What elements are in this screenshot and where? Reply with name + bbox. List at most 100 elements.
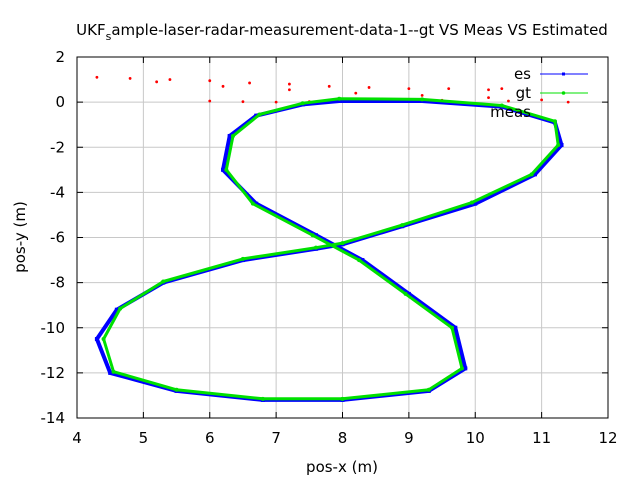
point-es bbox=[453, 325, 458, 330]
plot-frame bbox=[76, 56, 609, 419]
point-gt bbox=[310, 233, 315, 238]
point-meas bbox=[367, 86, 371, 89]
point-meas bbox=[500, 87, 504, 90]
point-gt bbox=[340, 396, 345, 401]
legend-marker-es bbox=[562, 72, 565, 76]
point-gt bbox=[260, 396, 265, 401]
point-gt bbox=[499, 103, 504, 108]
y-tick-label: -8 bbox=[50, 274, 65, 292]
x-tick-label: 11 bbox=[532, 429, 551, 447]
point-meas bbox=[327, 84, 331, 88]
point-meas bbox=[566, 100, 570, 104]
chart-title-part-2: ample-laser-radar-measurement-data-1--gt… bbox=[111, 21, 607, 39]
point-gt bbox=[450, 325, 455, 330]
point-meas bbox=[208, 79, 212, 83]
y-tick-label: -10 bbox=[41, 319, 66, 337]
legend-label-es: es bbox=[514, 65, 531, 83]
legend-label-meas: meas bbox=[490, 103, 531, 121]
point-meas bbox=[208, 99, 212, 103]
point-gt bbox=[529, 172, 534, 177]
tick-layer: 4 5 6 7 8 9 10 11 12 2 0 -2 -4 -6 -8 -10 -12 -14 bbox=[41, 48, 618, 447]
y-tick-label: -12 bbox=[41, 364, 66, 382]
point-gt bbox=[357, 258, 362, 263]
x-tick-label: 5 bbox=[139, 429, 149, 447]
point-gt bbox=[174, 387, 179, 392]
legend-label-gt: gt bbox=[516, 84, 532, 102]
x-tick-label: 12 bbox=[598, 429, 617, 447]
point-es bbox=[406, 291, 411, 296]
y-tick-label: 0 bbox=[55, 93, 65, 111]
point-meas bbox=[288, 88, 291, 92]
x-tick-label: 10 bbox=[466, 429, 485, 447]
point-meas bbox=[540, 98, 544, 102]
point-meas bbox=[407, 87, 411, 90]
y-tick-label: 2 bbox=[55, 48, 65, 66]
point-gt bbox=[420, 97, 425, 102]
point-es bbox=[221, 167, 226, 172]
x-tick-label: 7 bbox=[271, 429, 281, 447]
point-gt bbox=[552, 119, 557, 124]
x-tick-label: 6 bbox=[205, 429, 215, 447]
point-meas bbox=[507, 99, 510, 103]
x-tick-label: 8 bbox=[338, 429, 348, 447]
point-gt bbox=[459, 366, 464, 371]
point-meas bbox=[487, 96, 490, 100]
point-meas bbox=[487, 88, 490, 92]
point-meas bbox=[288, 82, 291, 86]
data-layer bbox=[94, 75, 570, 402]
y-tick-label: -2 bbox=[50, 138, 65, 156]
point-gt bbox=[337, 96, 342, 101]
legend: es gt meas bbox=[490, 65, 588, 121]
point-es bbox=[337, 98, 342, 103]
point-gt bbox=[111, 369, 116, 374]
chart-title-subscript: s bbox=[106, 30, 112, 43]
point-gt bbox=[240, 256, 245, 261]
point-gt bbox=[300, 101, 305, 106]
point-gt bbox=[426, 387, 431, 392]
point-meas bbox=[95, 75, 99, 79]
point-gt bbox=[257, 112, 262, 117]
point-es bbox=[473, 201, 478, 206]
point-es bbox=[108, 370, 113, 375]
point-meas bbox=[420, 93, 424, 97]
point-gt bbox=[340, 241, 345, 246]
point-meas bbox=[447, 87, 451, 90]
series-es bbox=[94, 98, 564, 402]
y-axis-label: pos-y (m) bbox=[11, 201, 29, 273]
series-line-es bbox=[94, 99, 564, 402]
point-gt bbox=[313, 245, 318, 250]
point-meas bbox=[354, 91, 358, 95]
point-meas bbox=[221, 84, 225, 88]
y-tick-label: -6 bbox=[50, 229, 65, 247]
chart-title-part-1: UKF bbox=[76, 21, 105, 39]
point-gt bbox=[469, 200, 474, 205]
point-gt bbox=[250, 201, 255, 206]
series-gt bbox=[101, 96, 561, 401]
point-gt bbox=[403, 291, 408, 296]
point-gt bbox=[161, 279, 166, 284]
series-meas bbox=[95, 75, 570, 402]
point-es bbox=[313, 233, 318, 238]
point-es bbox=[463, 366, 468, 371]
point-es bbox=[559, 142, 564, 147]
point-es bbox=[114, 307, 119, 312]
x-tick-label: 4 bbox=[72, 429, 82, 447]
point-meas bbox=[248, 81, 251, 85]
legend-marker-gt bbox=[561, 91, 566, 95]
point-meas bbox=[128, 77, 132, 80]
point-es bbox=[227, 133, 232, 138]
point-meas bbox=[274, 100, 278, 104]
point-gt bbox=[224, 167, 229, 172]
series-line-gt bbox=[102, 97, 560, 401]
y-tick-label: -14 bbox=[41, 409, 66, 427]
point-gt bbox=[400, 223, 405, 228]
point-meas bbox=[241, 100, 245, 104]
point-gt bbox=[556, 142, 561, 147]
chart-title: UKFsample-laser-radar-measurement-data-1… bbox=[76, 21, 608, 43]
point-es bbox=[254, 201, 259, 206]
x-axis-label: pos-x (m) bbox=[306, 458, 378, 476]
point-meas bbox=[168, 78, 172, 81]
point-es bbox=[360, 258, 365, 263]
point-es bbox=[532, 172, 537, 177]
